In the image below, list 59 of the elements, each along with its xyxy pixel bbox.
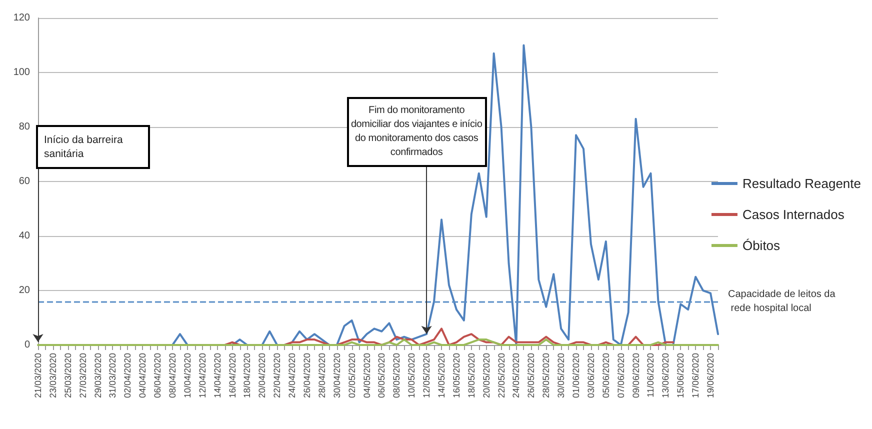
callout-box: Fim do monitoramento domiciliar dos viajantes e início do monitoramento dos casos confirmados — [346, 97, 487, 167]
x-tick-label: 12/04/2020 — [197, 353, 208, 398]
y-tick-label: 20 — [18, 285, 30, 296]
x-tick-label: 08/05/2020 — [392, 353, 402, 398]
x-tick-label: 09/06/2020 — [630, 353, 641, 398]
legend-label: Casos Internados — [742, 207, 845, 222]
x-tick-label: 19/06/2020 — [706, 353, 716, 398]
x-tick-label: 14/05/2020 — [436, 353, 447, 398]
x-tick-label: 01/06/2020 — [571, 353, 582, 398]
x-tick-label: 18/05/2020 — [466, 353, 476, 398]
x-tick-label: 28/04/2020 — [316, 353, 327, 398]
x-tick-label: 17/06/2020 — [690, 353, 701, 398]
x-tick-label: 16/04/2020 — [227, 353, 238, 398]
x-tick-label: 22/04/2020 — [272, 353, 282, 398]
y-tick-label: 0 — [24, 340, 30, 350]
y-tick-label: 60 — [18, 176, 30, 187]
legend-label: Resultado Reagente — [742, 176, 861, 191]
x-tick-label: 04/05/2020 — [362, 353, 372, 398]
x-tick-label: 20/05/2020 — [481, 353, 492, 398]
x-tick-label: 10/05/2020 — [406, 353, 417, 398]
x-tick-label: 13/06/2020 — [660, 353, 671, 398]
legend-label: Óbitos — [742, 238, 781, 253]
x-tick-label: 02/05/2020 — [346, 353, 357, 398]
x-tick-label: 27/03/2020 — [78, 353, 88, 398]
x-tick-label: 30/04/2020 — [332, 353, 342, 398]
x-tick-label: 30/05/2020 — [556, 353, 566, 398]
x-tick-label: 15/06/2020 — [676, 353, 686, 398]
x-tick-label: 02/04/2020 — [122, 353, 133, 398]
x-tick-label: 16/05/2020 — [451, 353, 462, 398]
x-tick-label: 31/03/2020 — [108, 353, 118, 398]
callout-box: Início da barreira sanitária — [36, 125, 150, 169]
ref-line-label: Capacidade de leitos da rede hospital local — [728, 288, 836, 314]
x-tick-label: 20/04/2020 — [257, 353, 268, 398]
x-tick-label: 23/03/2020 — [48, 353, 58, 398]
x-tick-label: 29/03/2020 — [92, 353, 103, 398]
x-tick-label: 10/04/2020 — [182, 353, 192, 398]
x-tick-label: 14/04/2020 — [212, 353, 222, 398]
y-tick-label: 40 — [18, 230, 30, 242]
x-tick-label: 11/06/2020 — [646, 353, 656, 398]
x-tick-label: 04/04/2020 — [138, 353, 148, 398]
x-tick-label: 21/03/2020 — [33, 353, 43, 398]
y-tick-label: 80 — [18, 122, 30, 132]
x-tick-label: 05/06/2020 — [600, 353, 611, 398]
x-tick-label: 22/05/2020 — [496, 353, 506, 398]
x-tick-label: 18/04/2020 — [242, 353, 252, 398]
y-tick-label: 100 — [13, 67, 30, 78]
x-tick-label: 06/04/2020 — [152, 353, 163, 398]
x-tick-label: 24/04/2020 — [287, 353, 298, 398]
x-tick-label: 28/05/2020 — [541, 353, 552, 398]
x-tick-label: 03/06/2020 — [586, 353, 596, 398]
x-tick-label: 24/05/2020 — [511, 353, 522, 398]
x-tick-label: 12/05/2020 — [422, 353, 432, 398]
x-tick-label: 08/04/2020 — [168, 353, 178, 398]
x-tick-label: 07/06/2020 — [616, 353, 626, 398]
x-tick-label: 06/05/2020 — [376, 353, 387, 398]
x-tick-label: 26/05/2020 — [526, 353, 536, 398]
x-tick-label: 26/04/2020 — [302, 353, 312, 398]
y-tick-label: 120 — [13, 12, 30, 24]
x-tick-label: 25/03/2020 — [62, 353, 73, 398]
